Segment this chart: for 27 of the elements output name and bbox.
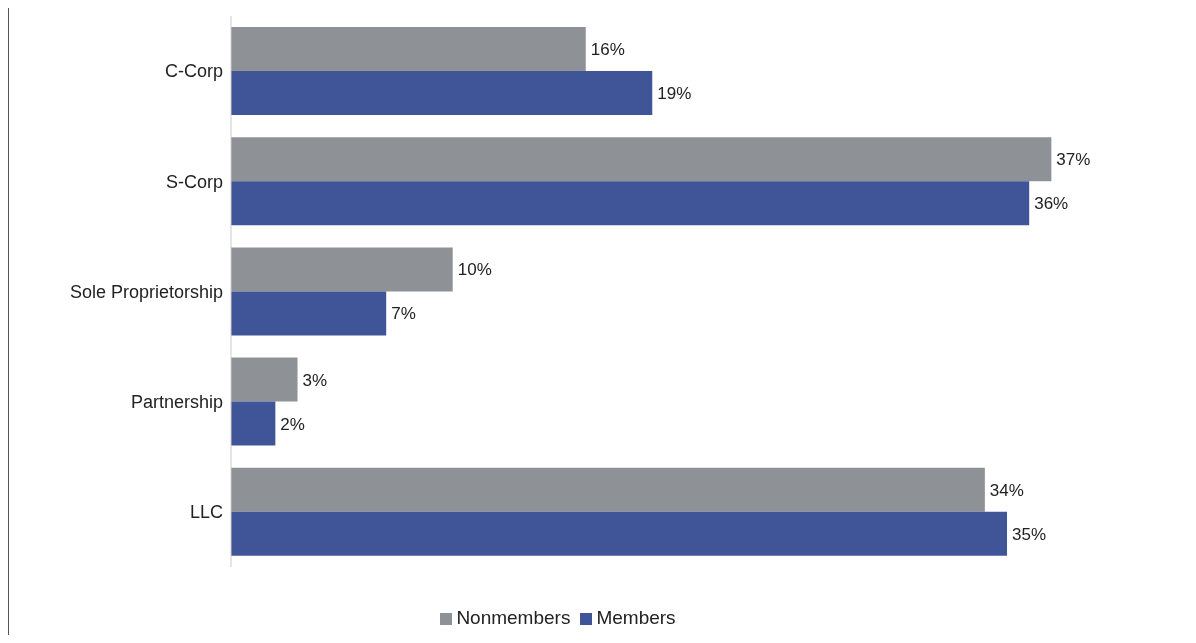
y-tick-label: LLC [189,502,223,523]
y-tick-label: C-Corp [164,61,223,82]
bar [231,247,453,292]
bar [231,467,985,512]
data-label: 34% [989,480,1024,500]
bar [231,27,586,72]
legend-label: Nonmembers [456,607,571,628]
bar [231,181,1030,226]
y-tick-label: S-Corp [165,171,223,192]
data-label: 16% [590,40,625,60]
y-tick-label: Partnership [130,392,223,413]
data-label: 7% [391,304,416,324]
data-label: 3% [302,370,328,390]
y-tick-label: Sole Proprietorship [69,281,223,302]
data-label: 19% [657,84,692,104]
bar [231,71,653,116]
data-label: 36% [1034,194,1069,214]
bar [231,357,298,402]
bar [231,511,1008,556]
legend-label: Members [596,607,676,628]
bar [231,137,1052,182]
bar [231,291,387,336]
data-label: 10% [457,260,492,280]
data-label: 2% [280,414,305,434]
data-label: 37% [1056,150,1091,170]
bar [231,401,276,446]
data-label: 35% [1012,524,1047,544]
